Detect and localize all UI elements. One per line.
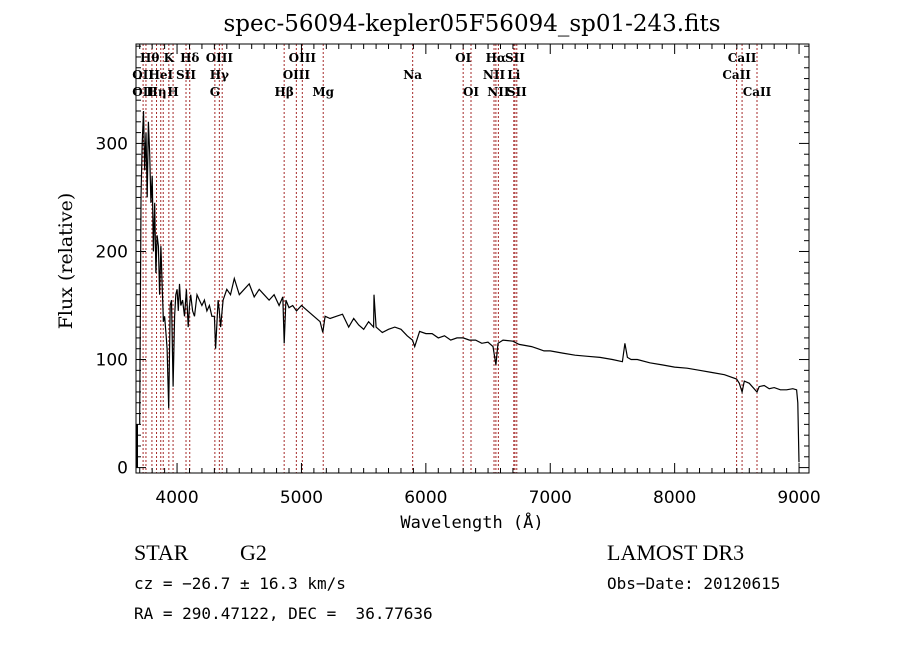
line-marker-label: Hη: [146, 85, 166, 99]
y-tick-label: 200: [96, 242, 128, 262]
line-marker-label: CaII: [743, 85, 772, 99]
spectrum-line: [139, 110, 800, 463]
observation-date: Obs−Date: 20120615: [607, 574, 781, 593]
line-marker-label: CaII: [728, 51, 757, 65]
object-type: STAR: [134, 540, 189, 565]
x-tick-label: 6000: [404, 488, 447, 508]
y-axis-label: Flux (relative): [55, 193, 77, 330]
line-marker-label: NII: [483, 68, 506, 82]
y-tick-label: 100: [96, 351, 128, 371]
y-tick-label: 0: [117, 459, 128, 479]
line-marker-label: OIII: [289, 51, 317, 65]
x-axis-label: Wavelength (Å): [400, 511, 543, 533]
x-axis-ticks: 4000 5000 6000 7000 8000 9000: [139, 44, 821, 508]
coordinates-text: RA = 290.47122, DEC = 36.77636: [134, 604, 433, 623]
line-marker-label: Hθ: [140, 51, 159, 65]
line-marker-label: OII: [132, 85, 154, 99]
line-marker-label: K: [164, 51, 175, 65]
spectrum-series: [136, 110, 800, 468]
survey-name: LAMOST DR3: [607, 540, 745, 565]
line-marker-label: SII: [505, 51, 525, 65]
chart-title: spec-56094-kepler05F56094_sp01-243.fits: [223, 11, 720, 37]
line-marker-label: OI: [463, 85, 479, 99]
x-tick-label: 7000: [529, 488, 572, 508]
line-marker-label: HeI: [149, 68, 174, 82]
x-tick-label: 5000: [280, 488, 323, 508]
line-marker-label: SII: [507, 85, 527, 99]
line-marker-label: Mg: [312, 85, 334, 99]
y-axis-ticks: 0 100 200 300: [96, 45, 809, 479]
line-marker-label: H: [167, 85, 178, 99]
x-tick-label: 4000: [155, 488, 198, 508]
redshift-text: cz = −26.7 ± 16.3 km/s: [134, 574, 346, 593]
line-marker-label: Na: [403, 68, 422, 82]
line-marker-label: G: [210, 85, 220, 99]
x-tick-label: 9000: [777, 488, 820, 508]
line-marker-label: OIII: [206, 51, 234, 65]
line-marker-label: Hδ: [180, 51, 199, 65]
line-marker-label: Li: [507, 68, 520, 82]
line-markers: [142, 44, 758, 473]
plot-frame: [135, 43, 810, 474]
line-marker-label: OIII: [283, 68, 311, 82]
line-marker-label: Hβ: [275, 85, 294, 99]
line-marker-label: NII: [487, 85, 510, 99]
line-marker-label: Hα: [486, 51, 507, 65]
line-marker-label: CaII: [722, 68, 751, 82]
x-tick-label: 8000: [653, 488, 696, 508]
y-tick-label: 300: [96, 134, 128, 154]
line-marker-label: SII: [176, 68, 196, 82]
object-subclass: G2: [240, 540, 267, 565]
line-marker-label: OI: [455, 51, 471, 65]
line-marker-label: Hγ: [210, 68, 229, 82]
